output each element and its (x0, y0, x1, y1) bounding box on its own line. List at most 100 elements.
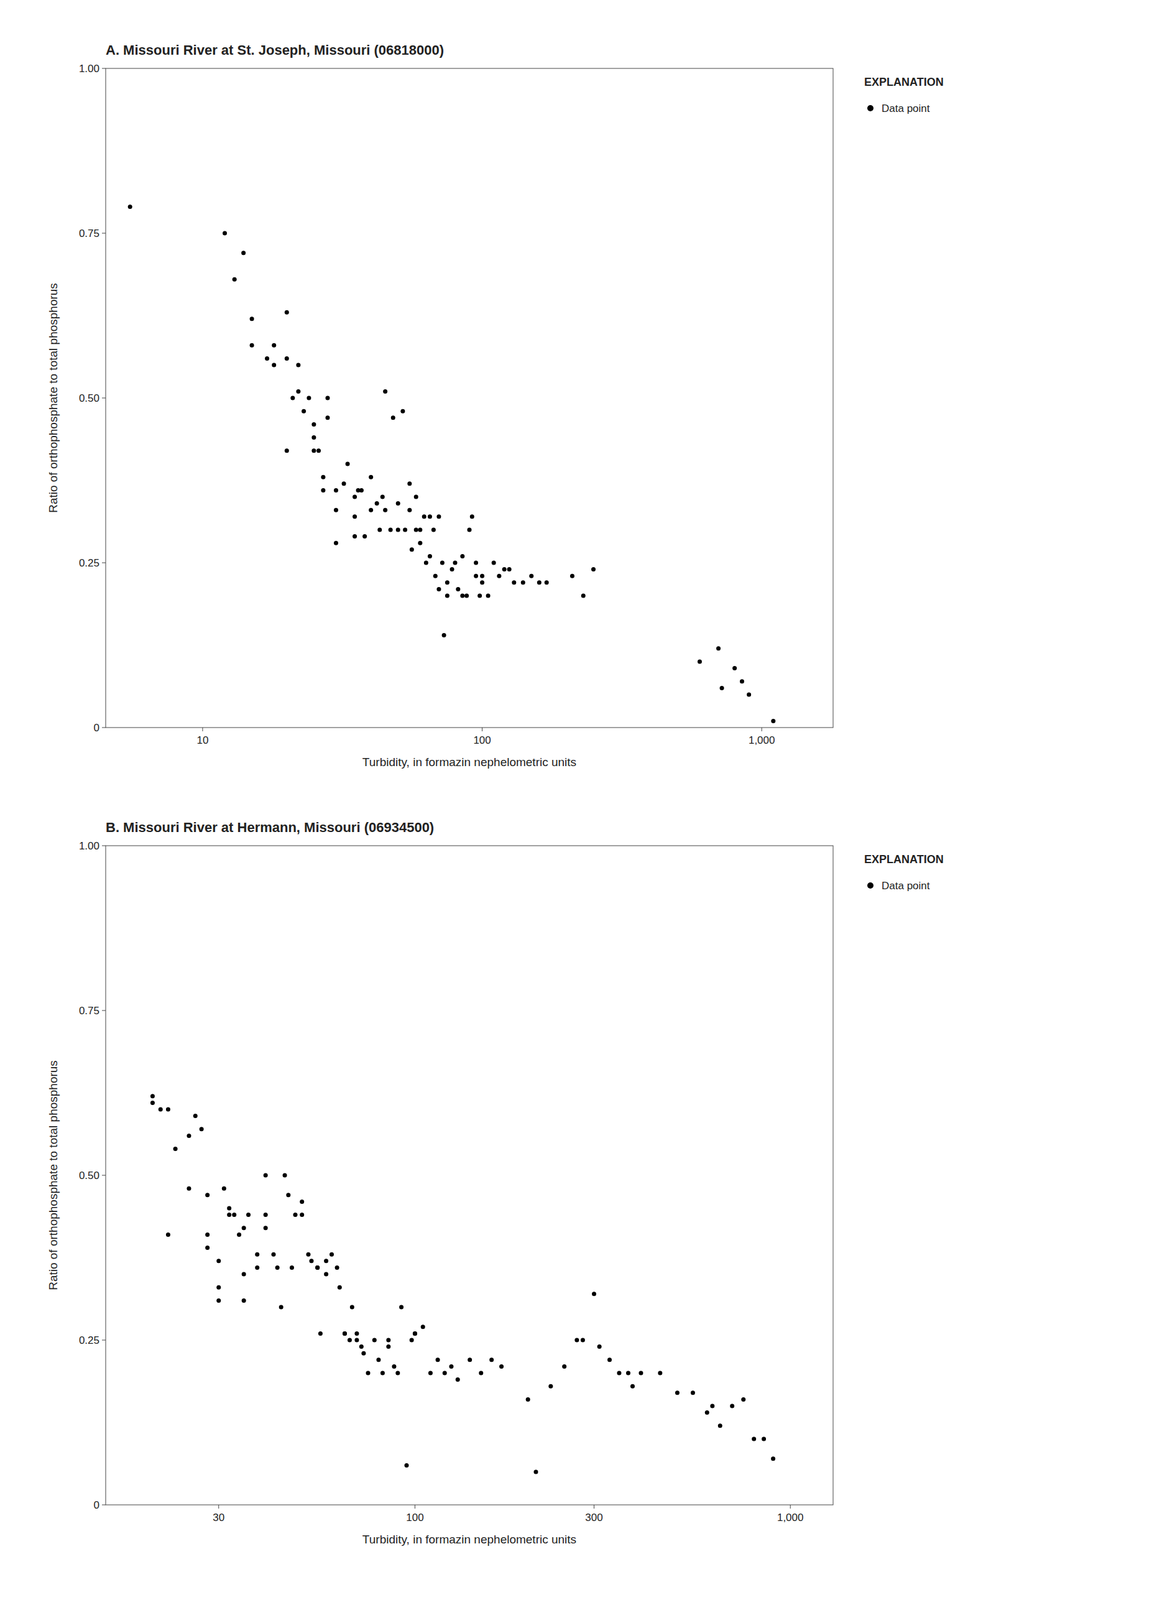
data-point (626, 1370, 631, 1376)
data-point (301, 409, 306, 414)
y-tick-label: 0 (93, 1498, 100, 1511)
data-point (249, 316, 255, 321)
data-point (320, 474, 326, 480)
legend-marker (867, 882, 874, 889)
data-point (464, 593, 469, 599)
data-point (597, 1344, 602, 1349)
data-point (400, 409, 405, 414)
data-point (502, 566, 507, 572)
data-point (675, 1390, 680, 1395)
data-point (407, 481, 412, 486)
y-tick (101, 233, 106, 234)
legend-label: Data point (881, 102, 931, 115)
data-point (359, 488, 364, 493)
data-point (718, 1423, 723, 1428)
data-point (616, 1370, 622, 1376)
x-tick-label: 100 (473, 734, 491, 747)
legend: EXPLANATION Data point (864, 75, 944, 115)
data-point (467, 1357, 472, 1362)
data-point (409, 547, 415, 552)
data-point (739, 678, 745, 684)
data-point (544, 580, 549, 585)
chart-panel: B. Missouri River at Hermann, Missouri (… (46, 819, 944, 1546)
data-point (318, 1331, 323, 1336)
data-point (412, 1331, 418, 1336)
data-point (460, 553, 465, 559)
data-point (414, 494, 419, 500)
data-point (396, 501, 401, 506)
x-axis: 101001,000 (196, 727, 775, 747)
data-point (479, 573, 485, 579)
data-point (128, 204, 133, 209)
data-point (529, 573, 534, 579)
x-tick-label: 1,000 (777, 1511, 804, 1524)
y-axis-label: Ratio of orthophosphate to total phospho… (46, 1060, 60, 1291)
data-point (690, 1390, 696, 1395)
data-point (420, 1324, 426, 1329)
data-point (452, 560, 457, 566)
data-point (311, 448, 316, 453)
x-tick-label: 300 (585, 1511, 603, 1524)
data-point (548, 1383, 553, 1389)
data-point (697, 659, 702, 664)
data-point (263, 1212, 268, 1217)
data-point (165, 1232, 171, 1237)
data-point (254, 1265, 260, 1270)
data-point (205, 1245, 210, 1250)
data-point (165, 1107, 171, 1112)
data-point (333, 507, 339, 513)
data-point (362, 534, 367, 539)
x-axis-label: Turbidity, in formazin nephelometric uni… (362, 755, 577, 769)
data-point (231, 1212, 237, 1217)
data-point (222, 231, 227, 236)
data-point (361, 1350, 366, 1356)
plot-frame (105, 68, 834, 728)
data-point (368, 474, 374, 480)
data-point (433, 573, 438, 579)
data-point (226, 1206, 232, 1211)
background (0, 0, 1157, 1600)
data-point (323, 1258, 329, 1263)
data-point (719, 685, 725, 691)
data-point (305, 1252, 311, 1257)
data-point (581, 593, 586, 599)
legend-title: EXPLANATION (864, 75, 944, 89)
legend: EXPLANATIONData point (864, 852, 944, 892)
data-point (570, 573, 575, 579)
data-point (751, 1436, 756, 1442)
data-point (402, 527, 408, 533)
data-point (366, 1370, 371, 1376)
data-point (254, 1252, 260, 1257)
data-point (770, 1456, 776, 1461)
y-tick-label: 0.50 (78, 1169, 100, 1182)
data-point (354, 1331, 359, 1336)
data-point (404, 1462, 409, 1468)
data-point (562, 1364, 567, 1369)
data-point (295, 363, 301, 368)
data-point (746, 692, 752, 697)
data-point (221, 1186, 227, 1191)
data-point (455, 586, 461, 592)
data-point (352, 534, 357, 539)
data-point (391, 1364, 397, 1369)
data-point (716, 645, 721, 651)
data-point (284, 310, 290, 315)
y-tick-label: 0 (93, 721, 100, 734)
data-points (150, 1093, 776, 1474)
data-point (282, 1173, 288, 1178)
y-tick (101, 727, 106, 729)
data-point (342, 1331, 347, 1336)
data-point (289, 1265, 295, 1270)
data-point (450, 566, 455, 572)
x-tick (593, 1504, 595, 1509)
data-point (427, 514, 433, 519)
data-point (455, 1377, 461, 1382)
data-point (386, 1344, 391, 1349)
data-point (448, 1364, 454, 1369)
data-point (158, 1107, 163, 1112)
page: {"chart_data": [ {"type": "scatter", "ti… (0, 0, 1157, 1600)
data-point (467, 527, 472, 533)
data-point (359, 1344, 364, 1349)
data-point (442, 632, 447, 638)
x-tick (218, 1504, 219, 1509)
